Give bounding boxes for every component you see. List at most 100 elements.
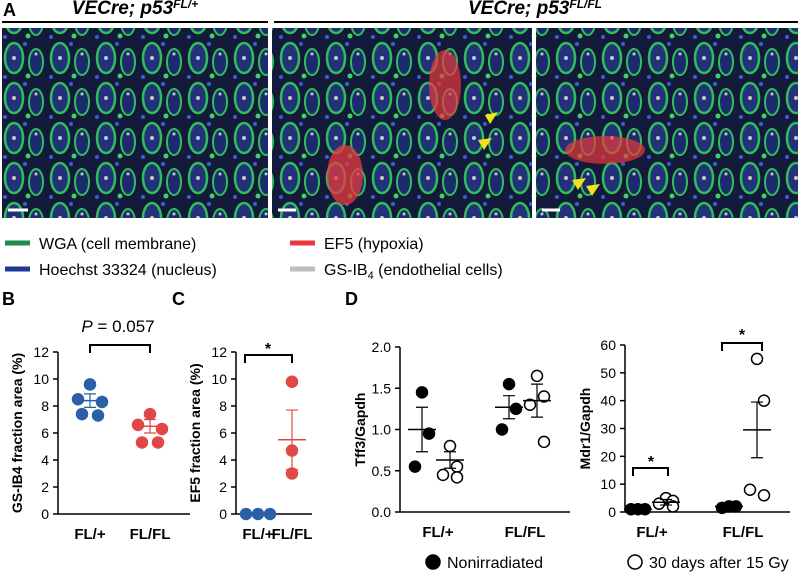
- sig-bracket: [721, 342, 763, 351]
- annotation: P = 0.057: [81, 317, 154, 336]
- legend-text: EF5 (hypoxia): [324, 236, 424, 253]
- y-tick-label: 2: [41, 479, 49, 495]
- x-tick-label: FL/FL: [505, 524, 546, 541]
- y-axis-label: EF5 fraction area (%): [187, 363, 203, 502]
- heading-sup: FL/+: [173, 0, 198, 11]
- panel-label: B: [2, 289, 15, 309]
- legend-label: WGA (cell membrane): [39, 236, 196, 253]
- data-point: [143, 407, 157, 421]
- data-point: [743, 483, 757, 496]
- y-axis-label: GS-IB4 fraction area (%): [9, 353, 25, 513]
- data-point: [83, 378, 97, 391]
- heading-sup: FL/FL: [569, 0, 602, 11]
- annotation-italic: P: [81, 317, 93, 336]
- panel-label: D: [345, 289, 358, 309]
- sig-bracket: [89, 344, 151, 353]
- y-tick-label: 60: [600, 337, 616, 353]
- y-axis-label: Tff3/Gapdh: [352, 393, 368, 467]
- data-point: [523, 398, 537, 411]
- data-point: [95, 395, 109, 409]
- legend-sub: 4: [368, 270, 374, 282]
- data-point: [436, 468, 450, 482]
- legend-label: Hoechst 33324 (nucleus): [39, 262, 217, 279]
- y-tick-label: 6: [219, 425, 227, 441]
- error-bar: [531, 383, 543, 418]
- y-tick-label: 30: [600, 421, 616, 437]
- legend-label: Nonirradiated: [447, 555, 543, 572]
- data-point: [652, 497, 666, 510]
- data-point: [75, 407, 89, 421]
- x-tick-label: FL/+: [422, 524, 453, 541]
- data-point: [151, 436, 165, 449]
- x-tick-label: FL/FL: [723, 524, 764, 541]
- data-point: [530, 369, 544, 383]
- data-point: [537, 390, 551, 403]
- annotation-text: *: [739, 327, 746, 344]
- y-tick-label: 40: [600, 393, 616, 409]
- y-tick-label: 12: [211, 344, 227, 360]
- annotation-text: = 0.057: [93, 317, 155, 336]
- error-bar: [444, 451, 456, 469]
- error-bar: [751, 401, 763, 459]
- legend-text: WGA (cell membrane): [39, 236, 196, 253]
- heading-text: VECre; p53: [72, 0, 174, 19]
- legend-text: GS-IB: [324, 262, 368, 279]
- panel-label: A: [3, 0, 16, 20]
- data-point: [750, 352, 764, 366]
- data-point: [71, 393, 85, 406]
- y-tick-label: 20: [600, 448, 616, 464]
- data-point: [502, 377, 516, 391]
- y-tick-label: 10: [600, 476, 616, 492]
- annotation: *: [265, 341, 272, 358]
- y-tick-label: 12: [33, 344, 49, 360]
- annotation: *: [739, 327, 746, 344]
- error-bar: [660, 498, 672, 506]
- annotation: *: [648, 454, 655, 471]
- x-tick-label: FL/+: [242, 526, 273, 543]
- y-tick-label: 4: [41, 452, 49, 468]
- data-point: [422, 427, 436, 440]
- y-axis-label: Mdr1/Gapdh: [577, 388, 593, 470]
- data-point: [509, 402, 523, 416]
- error-bar: [723, 504, 735, 508]
- error-bar: [286, 409, 298, 471]
- y-tick-label: 0.5: [372, 463, 392, 479]
- y-tick-label: 6: [41, 425, 49, 441]
- heading: VECre; p53FL/+: [72, 0, 198, 19]
- arrowhead: [572, 178, 586, 190]
- y-tick-label: 0.0: [372, 504, 392, 520]
- error-bar: [632, 508, 644, 511]
- arrowhead: [485, 112, 498, 124]
- y-tick-label: 8: [219, 398, 227, 414]
- legend-label: 30 days after 15 Gy: [649, 555, 789, 572]
- data-point: [131, 418, 145, 432]
- y-tick-label: 0: [41, 506, 49, 522]
- arrowhead: [478, 138, 492, 150]
- data-point: [415, 386, 429, 399]
- data-point: [135, 436, 149, 449]
- micrograph: [272, 28, 532, 218]
- data-point: [537, 435, 551, 449]
- sig-bracket: [244, 354, 293, 363]
- error-bar: [416, 406, 428, 453]
- hypoxia-region: [565, 136, 645, 164]
- heading-text: VECre; p53: [468, 0, 570, 19]
- x-tick-label: FL/FL: [272, 526, 313, 543]
- heading: VECre; p53FL/FL: [468, 0, 602, 19]
- data-point: [757, 394, 771, 407]
- legend-text: (endothelial cells): [374, 262, 503, 279]
- micrographs: [2, 28, 798, 218]
- y-tick-label: 4: [219, 452, 227, 468]
- error-bar: [144, 418, 156, 434]
- error-bar: [503, 395, 515, 420]
- micrograph: [2, 28, 268, 218]
- y-tick-label: 1.5: [372, 380, 392, 396]
- legend-marker: [425, 554, 441, 570]
- sig-bracket: [632, 467, 669, 476]
- data-point: [408, 460, 422, 473]
- y-tick-label: 10: [211, 371, 227, 387]
- data-point: [666, 500, 680, 513]
- x-tick-label: FL/+: [636, 524, 667, 541]
- error-bar: [84, 393, 96, 408]
